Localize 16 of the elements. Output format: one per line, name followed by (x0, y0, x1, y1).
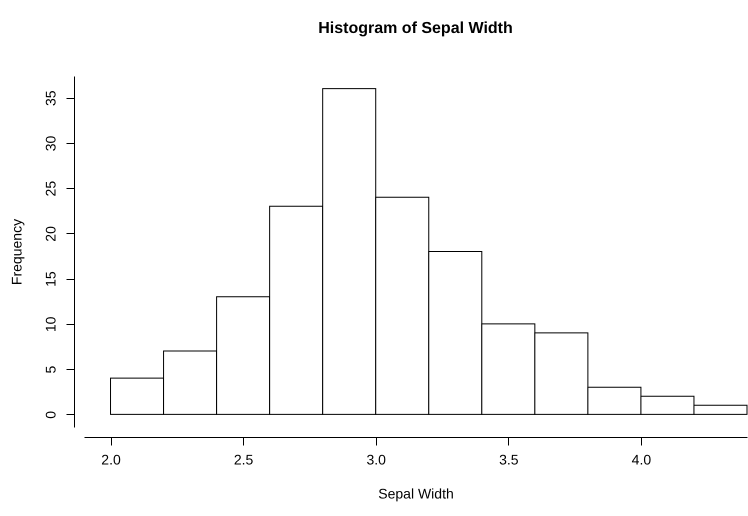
y-tick-label: 35 (42, 90, 58, 106)
y-tick-label: 0 (42, 410, 58, 419)
y-tick-label: 10 (42, 316, 58, 332)
y-tick-label: 20 (42, 226, 58, 242)
x-axis-title: Sepal Width (378, 486, 454, 502)
y-tick-label: 15 (42, 271, 58, 287)
chart-title: Histogram of Sepal Width (318, 20, 513, 37)
y-tick-label: 25 (42, 180, 58, 196)
x-tick-label: 3.0 (366, 452, 386, 468)
x-tick-label: 2.5 (234, 452, 254, 468)
y-tick-label: 5 (42, 366, 58, 374)
x-tick-label: 3.5 (499, 452, 519, 468)
y-tick-label: 30 (42, 135, 58, 152)
x-tick-label: 2.0 (101, 452, 121, 468)
y-axis-title: Frequency (8, 218, 24, 286)
x-tick-label: 4.0 (632, 452, 652, 468)
